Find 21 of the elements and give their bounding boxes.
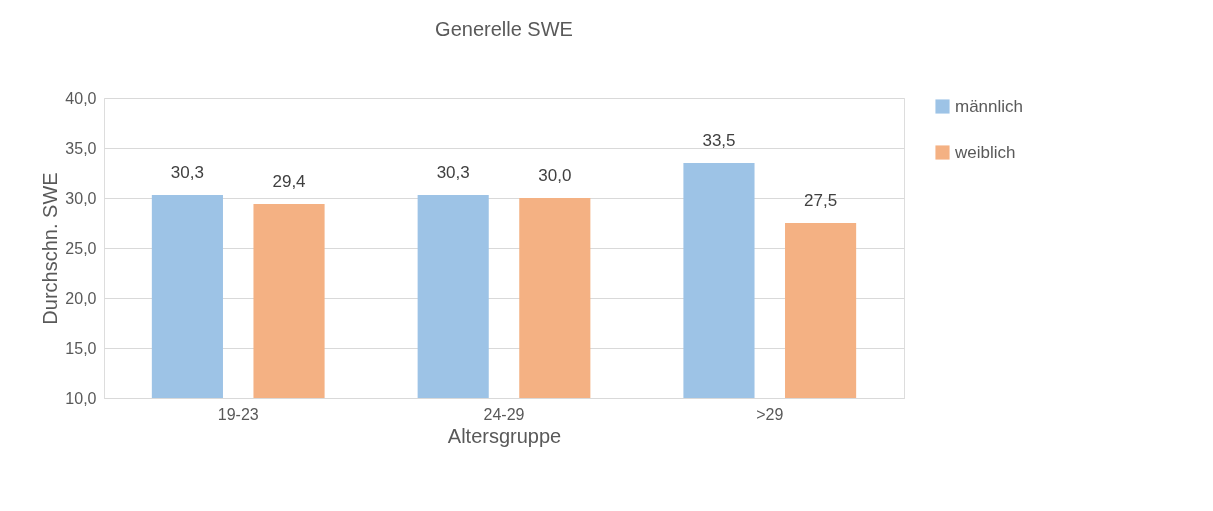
y-tick-label: 35,0 <box>65 139 97 157</box>
y-axis-title: Durchschn. SWE <box>39 172 62 325</box>
data-label: 30,3 <box>170 163 204 182</box>
chart-title: Generelle SWE <box>435 18 573 40</box>
x-tick-label: >29 <box>756 405 784 423</box>
y-tick-label: 15,0 <box>65 339 97 357</box>
legend-label: männlich <box>955 96 1024 116</box>
data-label: 30,3 <box>436 163 470 182</box>
data-label: 33,5 <box>702 131 736 150</box>
x-tick-label: 19-23 <box>217 405 259 423</box>
y-tick-label: 30,0 <box>65 189 97 207</box>
y-tick-label: 25,0 <box>65 239 97 257</box>
data-label: 30,0 <box>538 166 572 185</box>
y-tick-label: 10,0 <box>65 389 97 407</box>
legend-label: weiblich <box>954 142 1016 162</box>
y-tick-label: 20,0 <box>65 289 97 307</box>
x-tick-label: 24-29 <box>483 405 525 423</box>
y-tick-label: 40,0 <box>65 89 97 107</box>
data-label: 27,5 <box>804 191 838 210</box>
data-label: 29,4 <box>272 172 306 191</box>
x-axis-title: Altersgruppe <box>447 424 562 447</box>
